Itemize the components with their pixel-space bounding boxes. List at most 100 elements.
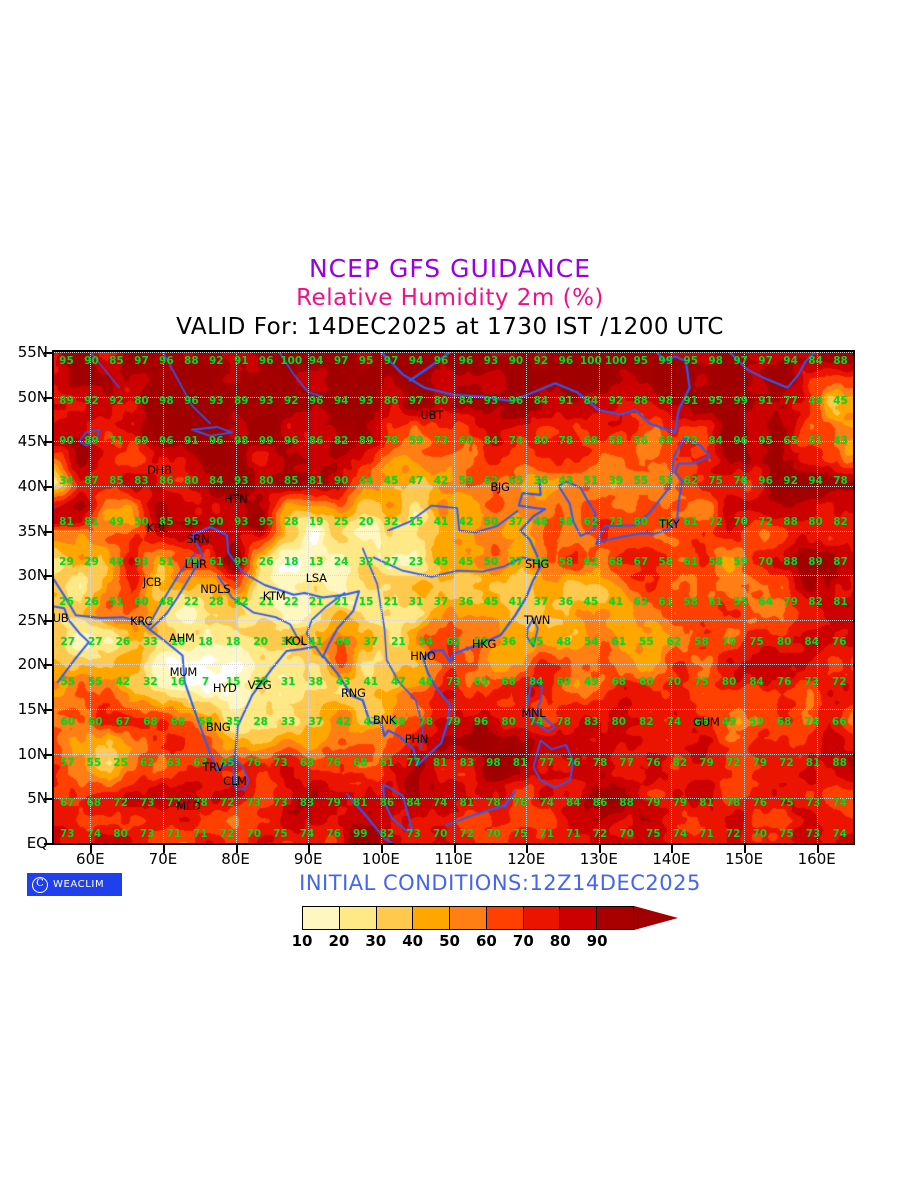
grid-value: 82	[808, 595, 823, 608]
grid-value: 58	[708, 555, 723, 568]
grid-value: 89	[808, 555, 823, 568]
grid-value: 47	[363, 716, 379, 729]
weaclim-logo[interactable]: C WEACLIM	[27, 873, 122, 896]
grid-value: 74	[672, 828, 688, 841]
grid-value: 94	[333, 395, 349, 408]
city-label-dub: DUB	[52, 611, 69, 626]
grid-value: 29	[84, 555, 99, 568]
grid-value: 81	[84, 515, 99, 528]
y-axis-label-EQ: EQ	[26, 834, 48, 852]
grid-value: 94	[808, 475, 823, 488]
colorbar-segment-7	[560, 907, 598, 929]
y-axis-tick	[44, 575, 52, 578]
grid-value: 80	[633, 515, 649, 528]
grid-value: 58	[473, 636, 489, 649]
grid-value: 43	[558, 475, 574, 488]
grid-value: 49	[109, 515, 124, 528]
grid-value: 62	[583, 555, 599, 568]
grid-value: 96	[733, 435, 748, 448]
grid-value: 19	[308, 515, 324, 528]
grid-value: 94	[308, 354, 324, 367]
grid-value: 38	[308, 676, 324, 689]
grid-value: 70	[752, 828, 768, 841]
grid-value: 92	[533, 354, 549, 367]
grid-value: 88	[633, 395, 649, 408]
city-label-ahm: AHM	[169, 630, 195, 645]
grid-value: 80	[808, 515, 823, 528]
grid-value: 99	[733, 395, 748, 408]
city-label-rng: RNG	[340, 686, 366, 701]
grid-value: 32	[383, 515, 399, 528]
grid-value: 45	[458, 555, 474, 568]
city-label-vzg: VZG	[247, 677, 272, 692]
grid-value: 41	[433, 515, 449, 528]
grid-value: 13	[308, 555, 324, 568]
city-label-tky: TKY	[659, 517, 680, 532]
grid-value: 82	[639, 716, 654, 729]
city-label-htn: HTN	[223, 492, 248, 507]
grid-value: 37	[508, 515, 524, 528]
y-axis-label-50N: 50N	[17, 387, 48, 406]
grid-value: 95	[758, 435, 773, 448]
colorbar-segment-3	[413, 907, 451, 929]
grid-value: 76	[776, 676, 792, 689]
grid-value: 88	[184, 354, 199, 367]
grid-value: 96	[758, 475, 773, 488]
grid-value: 90	[508, 354, 524, 367]
colorbar-tick-40: 40	[402, 932, 424, 950]
grid-value: 68	[611, 676, 627, 689]
grid-value: 74	[832, 796, 847, 809]
grid-value: 48	[533, 555, 549, 568]
grid-value: 100	[579, 354, 602, 367]
grid-value: 78	[833, 475, 848, 488]
map-plot-area[interactable]: 95 90 85 97 96 88 92 91 96 100 94 97 95 97 94 96 96 93 90 9…	[52, 350, 855, 845]
colorbar[interactable]: 10 20 30 40 50 60 70 80 90	[258, 906, 678, 952]
grid-value: 98	[658, 395, 674, 408]
grid-value: 97	[333, 354, 349, 367]
grid-value: 88	[833, 354, 848, 367]
grid-value: 37	[433, 595, 449, 608]
grid-value: 80	[776, 636, 792, 649]
grid-value: 96	[308, 395, 324, 408]
grid-value: 68	[352, 756, 368, 769]
colorbar-tick-60: 60	[476, 932, 497, 950]
grid-value: 79	[672, 796, 688, 809]
grid-value: 49	[583, 676, 599, 689]
colorbar-segment-5	[486, 907, 524, 929]
colorbar-segment-6	[523, 907, 561, 929]
grid-value: 31	[280, 676, 296, 689]
grid-value: 59	[408, 435, 424, 448]
grid-value: 73	[406, 828, 421, 841]
grid-value: 72	[459, 828, 475, 841]
grid-value: 77	[783, 395, 798, 408]
x-axis-tick	[90, 845, 93, 853]
grid-value: 61	[208, 555, 224, 568]
grid-value: 31	[408, 595, 424, 608]
y-axis-label-40N: 40N	[17, 476, 48, 495]
city-label-hyd: HYD	[212, 680, 237, 695]
grid-value: 48	[533, 515, 549, 528]
grid-value: 59	[458, 475, 474, 488]
grid-value: 90	[84, 354, 99, 367]
grid-value: 42	[335, 716, 351, 729]
grid-value: 59	[733, 555, 748, 568]
grid-value: 96	[208, 435, 224, 448]
grid-value: 71	[109, 435, 124, 448]
x-axis-label-110E: 110E	[434, 850, 473, 868]
grid-value: 76	[566, 756, 581, 769]
grid-value: 68	[776, 716, 792, 729]
grid-value: 100	[280, 354, 303, 367]
grid-value: 21	[383, 595, 399, 608]
x-axis-tick	[453, 845, 456, 853]
grid-value: 81	[308, 475, 324, 488]
grid-value: 66	[694, 716, 709, 729]
grid-value: 60	[134, 595, 149, 608]
grid-value: 37	[508, 555, 524, 568]
x-axis-tick	[380, 845, 383, 853]
grid-value: 98	[159, 395, 174, 408]
grid-value: 69	[134, 435, 149, 448]
grid-value: 32	[143, 676, 158, 689]
colorbar-segment-4	[450, 907, 487, 929]
grid-value: 62	[583, 515, 599, 528]
grid-value: 21	[258, 595, 274, 608]
